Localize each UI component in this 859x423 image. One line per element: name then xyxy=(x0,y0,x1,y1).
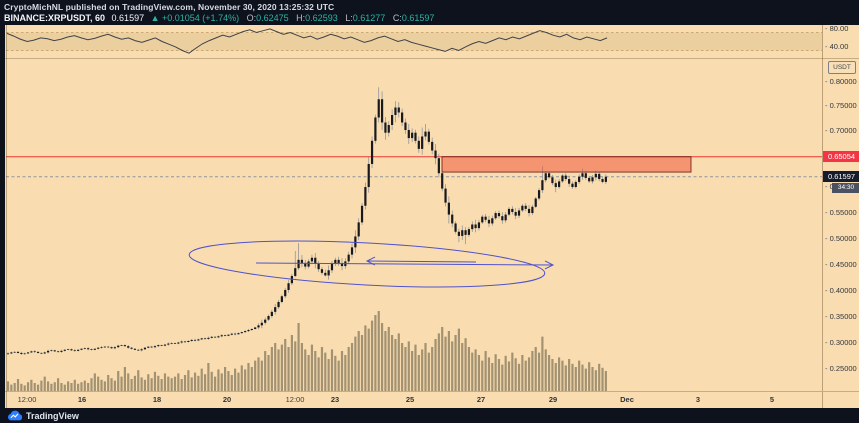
ohlc-low-key: L: xyxy=(345,13,353,23)
price-tick-label: 0.55000 xyxy=(825,208,857,217)
time-tick-label: 23 xyxy=(330,395,340,404)
time-axis[interactable]: 12:00 16 18 20 12:00 23 25 27 29 Dec 3 5 xyxy=(5,391,859,409)
ohlc-close-key: C: xyxy=(392,13,402,23)
resistance-zone-rect[interactable] xyxy=(441,156,692,173)
price-tick-label: 0.35000 xyxy=(825,312,857,321)
ohlc-high-value: 0.62593 xyxy=(305,13,338,23)
ohlc-close-value: 0.61597 xyxy=(401,13,435,23)
last-price: 0.61597 xyxy=(111,13,145,23)
price-axis[interactable]: USDT 0.65054 0.61597 34:30 0.80000 0.7500… xyxy=(822,24,859,391)
price-tick-label: 0.75000 xyxy=(825,101,857,110)
last-price-label: 0.61597 xyxy=(823,171,859,183)
time-tick-label: 5 xyxy=(769,395,775,404)
rsi-line xyxy=(6,28,608,54)
symbol-name[interactable]: BINANCE:XRPUSDT, 60 xyxy=(4,13,106,23)
pane-left-border xyxy=(6,25,7,408)
bar-countdown-label: 34:30 xyxy=(832,182,859,193)
chart-pane-background xyxy=(5,25,859,408)
ohlc-open-key: O: xyxy=(246,13,257,23)
price-change: ▲ +0.01054 (+1.74%) xyxy=(150,13,240,23)
time-tick-label: 12:00 xyxy=(285,395,305,404)
ellipse-drawing[interactable] xyxy=(188,234,546,295)
price-tick-label: 0.45000 xyxy=(825,260,857,269)
axis-corner-separator xyxy=(822,392,823,409)
candles xyxy=(6,87,607,356)
price-tick-label: 0.30000 xyxy=(825,338,857,347)
time-tick-label: 12:00 xyxy=(17,395,37,404)
price-tick-label: 0.80000 xyxy=(825,77,857,86)
tradingview-wordmark: TradingView xyxy=(26,410,79,421)
time-tick-label: 29 xyxy=(548,395,558,404)
price-tick-label: 0.70000 xyxy=(825,126,857,135)
time-tick-label: 3 xyxy=(695,395,701,404)
volume-bars xyxy=(6,311,607,391)
indicator-main-pane-separator[interactable] xyxy=(5,58,859,59)
tradingview-logo[interactable]: TradingView xyxy=(7,410,79,421)
rsi-band xyxy=(6,32,822,51)
chart-header: CryptoMichNL published on TradingView.co… xyxy=(4,2,824,23)
alert-price-label: 0.65054 xyxy=(823,151,859,163)
price-tick-label: 0.50000 xyxy=(825,234,857,243)
footer-bar: TradingView xyxy=(0,408,859,423)
currency-unit-button[interactable]: USDT xyxy=(828,61,856,74)
ohlc-high-key: H: xyxy=(296,13,306,23)
publish-byline: CryptoMichNL published on TradingView.co… xyxy=(4,2,335,12)
time-tick-label: 20 xyxy=(222,395,232,404)
time-tick-label: 27 xyxy=(476,395,486,404)
price-tick-label: 0.40000 xyxy=(825,286,857,295)
indicator-tick-label: 40.00 xyxy=(825,42,849,51)
arrow-right-drawing[interactable] xyxy=(255,260,555,270)
price-tick-label: 0.25000 xyxy=(825,364,857,373)
ohlc-open-value: 0.62475 xyxy=(256,13,289,23)
time-tick-label: Dec xyxy=(620,395,634,404)
time-tick-label: 16 xyxy=(77,395,87,404)
cloud-logo-icon xyxy=(7,410,22,421)
indicator-tick-label: 80.00 xyxy=(825,24,849,33)
time-tick-label: 25 xyxy=(405,395,415,404)
symbol-line: BINANCE:XRPUSDT, 60 0.61597 ▲ +0.01054 (… xyxy=(4,13,824,23)
ohlc-low-value: 0.61277 xyxy=(352,13,386,23)
time-tick-label: 18 xyxy=(152,395,162,404)
